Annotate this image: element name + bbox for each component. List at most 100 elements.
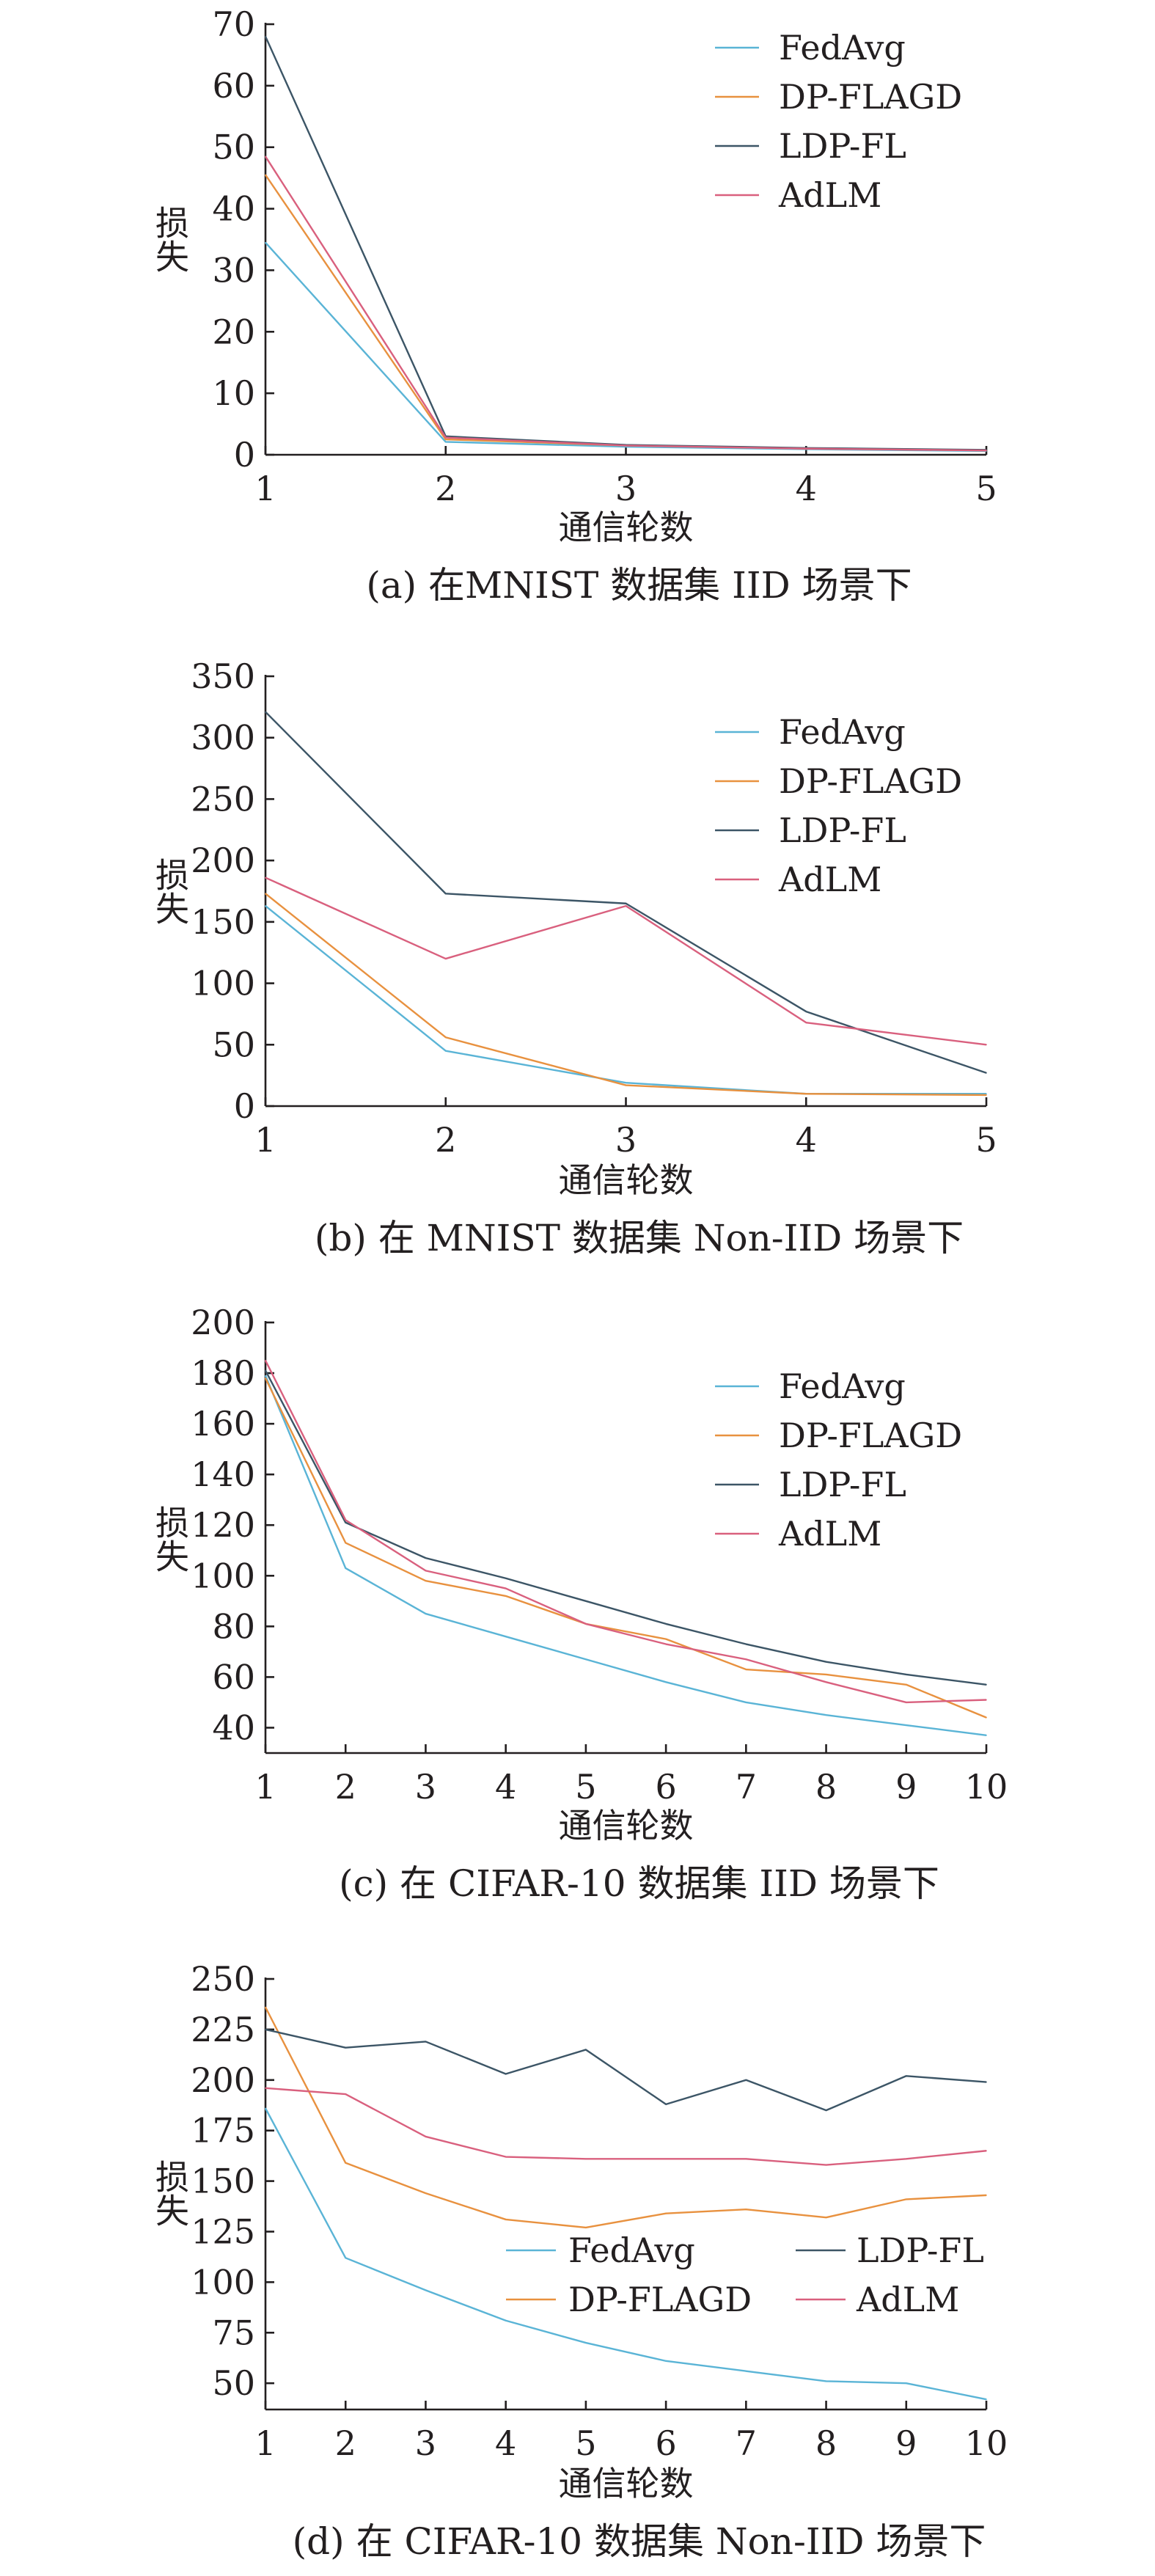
y-tick-label: 100 bbox=[191, 1556, 255, 1595]
data-point-fedavg bbox=[986, 1093, 987, 1095]
x-tick-label: 1 bbox=[254, 1120, 276, 1160]
x-tick-label: 7 bbox=[736, 2423, 757, 2463]
x-axis-label: 通信轮数 bbox=[559, 2464, 694, 2503]
series-line-ldp-fl bbox=[265, 2028, 987, 2112]
data-point-fedavg bbox=[265, 241, 266, 244]
x-tick-label: 9 bbox=[895, 1767, 917, 1807]
data-point-ldp-fl bbox=[345, 2046, 347, 2049]
x-tick-label: 2 bbox=[335, 2423, 356, 2463]
y-tick-label: 225 bbox=[191, 2010, 255, 2049]
data-point-ldp-fl bbox=[585, 1600, 587, 1602]
y-tick-label: 200 bbox=[191, 2060, 255, 2100]
data-point-ldp-fl bbox=[905, 1674, 907, 1675]
x-tick-label: 1 bbox=[254, 2423, 276, 2463]
x-tick-label: 5 bbox=[575, 2423, 596, 2463]
y-tick-label: 125 bbox=[191, 2211, 255, 2251]
legend-label-fedavg: FedAvg bbox=[779, 1366, 906, 1406]
x-tick-label: 2 bbox=[435, 469, 456, 508]
data-point-adlm bbox=[265, 1359, 266, 1361]
data-point-ldp-fl bbox=[625, 902, 627, 904]
data-point-fedavg bbox=[745, 1702, 747, 1703]
data-point-adlm bbox=[265, 877, 266, 879]
data-point-dp-flagd bbox=[625, 1084, 627, 1086]
series-line-adlm bbox=[265, 2087, 987, 2166]
data-point-adlm bbox=[805, 447, 807, 450]
x-tick-label: 10 bbox=[965, 2423, 1008, 2463]
data-point-fedavg bbox=[265, 2107, 266, 2110]
legend-label-adlm: AdLM bbox=[778, 175, 881, 215]
data-point-fedavg bbox=[345, 2257, 347, 2259]
data-point-ldp-fl bbox=[665, 1623, 667, 1625]
chart-panel-c: 40 60 80 100 120 140 160 180 200 1 2 3 4 5 6 7 8 9 10 损失通信轮… bbox=[150, 1303, 1008, 1905]
data-point-adlm bbox=[625, 905, 627, 907]
data-point-ldp-fl bbox=[505, 1577, 507, 1579]
data-point-ldp-fl bbox=[425, 2041, 427, 2043]
series-line-dp-flagd bbox=[264, 1377, 987, 1719]
data-point-ldp-fl bbox=[444, 893, 447, 895]
data-point-fedavg bbox=[986, 1735, 987, 1736]
data-point-dp-flagd bbox=[505, 1595, 507, 1597]
y-tick-label: 150 bbox=[191, 2162, 255, 2201]
data-point-fedavg bbox=[825, 1714, 827, 1716]
y-tick-label: 50 bbox=[212, 128, 255, 167]
x-tick-label: 10 bbox=[965, 1767, 1008, 1807]
x-axis-label: 通信轮数 bbox=[559, 508, 694, 547]
data-point-dp-flagd bbox=[345, 2162, 347, 2164]
data-point-adlm bbox=[265, 2087, 266, 2089]
series-line-ldp-fl bbox=[264, 1370, 987, 1686]
y-tick-label: 60 bbox=[212, 66, 255, 106]
y-tick-label: 100 bbox=[191, 964, 255, 1003]
y-tick-label: 200 bbox=[191, 841, 255, 880]
data-point-fedavg bbox=[905, 1724, 907, 1726]
data-point-fedavg bbox=[585, 2342, 587, 2343]
data-point-dp-flagd bbox=[505, 2219, 507, 2220]
data-point-fedavg bbox=[425, 1613, 427, 1614]
data-point-ldp-fl bbox=[986, 1072, 987, 1074]
legend: FedAvg DP-FLAGD LDP-FL AdLM bbox=[506, 2231, 984, 2319]
data-point-fedavg bbox=[665, 1681, 667, 1683]
legend-label-fedavg: FedAvg bbox=[568, 2231, 695, 2270]
x-tick-label: 4 bbox=[796, 1120, 817, 1160]
data-point-ldp-fl bbox=[745, 2079, 747, 2081]
data-point-fedavg bbox=[265, 1375, 266, 1377]
data-point-dp-flagd bbox=[265, 174, 266, 176]
x-tick-label: 1 bbox=[254, 1767, 276, 1807]
series-line-dp-flagd bbox=[265, 893, 987, 1097]
data-point-ldp-fl bbox=[665, 2104, 667, 2105]
data-point-fedavg bbox=[905, 2382, 907, 2384]
data-point-dp-flagd bbox=[745, 2209, 747, 2210]
x-tick-label: 8 bbox=[815, 2423, 837, 2463]
data-point-adlm bbox=[425, 1570, 427, 1572]
x-tick-label: 3 bbox=[415, 2423, 436, 2463]
data-point-dp-flagd bbox=[425, 1580, 427, 1581]
series-line-dp-flagd bbox=[264, 2007, 987, 2229]
data-point-dp-flagd bbox=[665, 1638, 667, 1640]
x-tick-label: 3 bbox=[415, 1767, 436, 1807]
data-point-ldp-fl bbox=[345, 1521, 347, 1523]
legend-label-dp-flagd: DP-FLAGD bbox=[568, 2280, 752, 2319]
data-point-fedavg bbox=[444, 1050, 447, 1052]
data-point-adlm bbox=[345, 2093, 347, 2095]
y-tick-label: 0 bbox=[234, 435, 255, 475]
data-point-dp-flagd bbox=[986, 1716, 987, 1719]
data-point-dp-flagd bbox=[425, 2192, 427, 2194]
y-axis-label: 损失 bbox=[150, 205, 190, 273]
x-axis-label: 通信轮数 bbox=[559, 1806, 694, 1845]
y-tick-label: 60 bbox=[212, 1657, 255, 1697]
data-point-fedavg bbox=[986, 2398, 987, 2401]
x-tick-label: 5 bbox=[975, 1120, 997, 1160]
figure-caption: (c) 在 CIFAR-10 数据集 IID 场景下 bbox=[339, 1862, 939, 1905]
y-tick-label: 40 bbox=[212, 189, 255, 229]
data-point-ldp-fl bbox=[745, 1643, 747, 1645]
figure-caption: (b) 在 MNIST 数据集 Non-IID 场景下 bbox=[315, 1217, 964, 1259]
figure-caption: (a) 在MNIST 数据集 IID 场景下 bbox=[366, 564, 912, 607]
data-point-ldp-fl bbox=[265, 2029, 266, 2030]
data-point-fedavg bbox=[505, 1636, 507, 1637]
legend-label-adlm: AdLM bbox=[778, 860, 881, 899]
x-tick-label: 2 bbox=[435, 1120, 456, 1160]
data-point-adlm bbox=[825, 1681, 827, 1683]
y-tick-label: 30 bbox=[212, 250, 255, 290]
data-point-adlm bbox=[905, 2158, 907, 2160]
series-line-fedavg bbox=[265, 905, 986, 1095]
